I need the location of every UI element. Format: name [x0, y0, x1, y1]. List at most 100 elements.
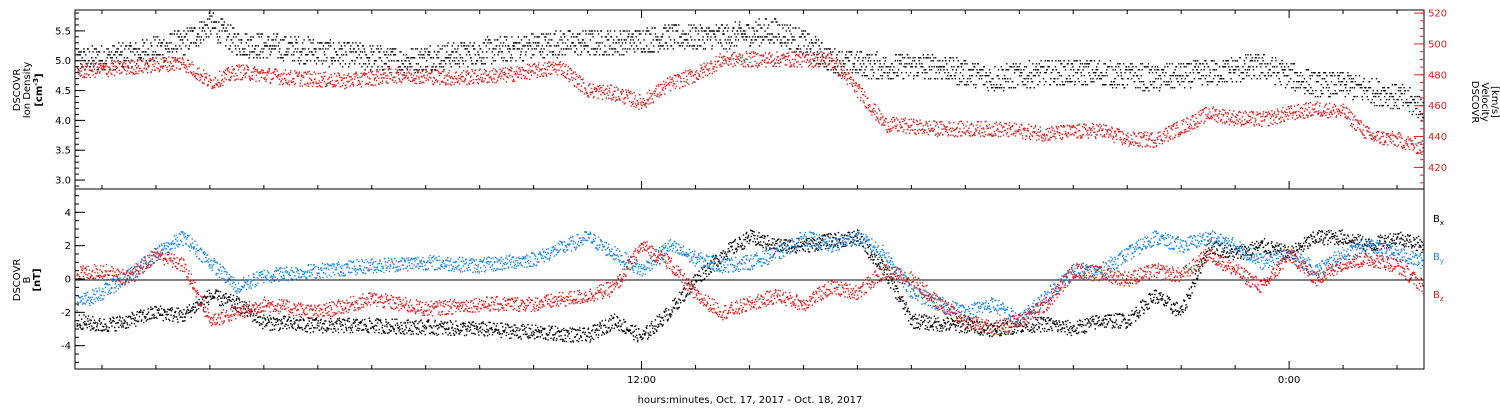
density-point [206, 24, 208, 26]
density-point [959, 81, 961, 83]
velocity-point [1004, 122, 1006, 124]
density-point [700, 45, 702, 47]
density-point [654, 33, 657, 35]
density-point [794, 39, 796, 41]
density-point [1241, 72, 1243, 74]
velocity-point [500, 77, 502, 80]
density-point [763, 39, 765, 41]
velocity-point [605, 88, 607, 90]
density-point [1119, 63, 1121, 65]
velocity-point [375, 77, 377, 79]
density-point [1134, 81, 1136, 83]
density-point [403, 72, 405, 74]
velocity-point [837, 65, 839, 67]
density-point [347, 66, 350, 68]
density-point [917, 75, 919, 77]
velocity-point [891, 127, 893, 129]
density-point [1042, 66, 1044, 68]
velocity-point [310, 79, 313, 82]
density-point [904, 63, 906, 65]
density-point [1131, 63, 1133, 65]
velocity-point [739, 59, 741, 61]
density-point [437, 57, 440, 59]
velocity-point [953, 129, 955, 132]
density-point [1286, 84, 1288, 86]
velocity-point [478, 78, 480, 80]
velocity-point [517, 76, 519, 78]
density-point [990, 84, 992, 86]
velocity-point [151, 59, 153, 61]
velocity-point [154, 63, 156, 65]
density-velocity-points [76, 12, 1424, 156]
velocity-point [416, 75, 418, 77]
density-point [294, 36, 296, 38]
density-point [1163, 81, 1165, 83]
velocity-point [1008, 124, 1010, 126]
velocity-point [798, 53, 800, 56]
density-point [275, 39, 277, 41]
density-point [277, 57, 279, 59]
density-point [1231, 66, 1233, 68]
density-point [1127, 78, 1129, 80]
density-point [1306, 81, 1308, 83]
density-point [575, 36, 577, 38]
velocity-point [78, 73, 80, 76]
density-point [463, 42, 465, 44]
density-point [455, 57, 458, 59]
velocity-point [443, 81, 445, 84]
velocity-point [325, 85, 327, 88]
density-point [506, 36, 508, 38]
velocity-point [852, 85, 854, 88]
density-point [1386, 92, 1388, 95]
density-point [519, 54, 522, 56]
density-point [269, 45, 272, 47]
density-point [358, 54, 360, 56]
density-point [303, 63, 306, 65]
density-point [1395, 84, 1397, 86]
density-point [829, 48, 831, 50]
velocity-point [671, 78, 673, 81]
velocity-point [660, 93, 663, 96]
density-point [171, 51, 174, 53]
velocity-point [685, 75, 688, 77]
density-point [403, 66, 406, 68]
density-point [452, 60, 454, 62]
density-point [466, 48, 469, 50]
density-point [425, 60, 428, 62]
density-point [838, 51, 841, 53]
density-point [685, 39, 687, 41]
density-point [1221, 78, 1223, 80]
density-point [1101, 75, 1103, 77]
velocity-point [376, 75, 379, 77]
density-point [1218, 66, 1221, 68]
density-point [1195, 63, 1197, 65]
velocity-point [817, 53, 819, 56]
density-point [463, 45, 466, 47]
density-point [765, 36, 767, 38]
velocity-point [356, 84, 358, 86]
density-point [725, 42, 728, 44]
density-point [335, 51, 337, 53]
density-point [356, 57, 358, 59]
density-point [524, 36, 526, 38]
velocity-point [617, 88, 619, 90]
velocity-point [894, 125, 896, 127]
velocity-point [338, 72, 340, 75]
velocity-point [712, 68, 714, 70]
velocity-point [699, 75, 701, 77]
velocity-point [513, 71, 515, 73]
density-point [988, 75, 990, 77]
velocity-point [904, 123, 906, 125]
velocity-point [952, 122, 955, 124]
velocity-point [180, 68, 182, 70]
density-point [245, 54, 247, 56]
density-point [1160, 84, 1162, 86]
density-point [230, 39, 233, 41]
velocity-point [476, 82, 479, 84]
density-point [1137, 69, 1140, 71]
density-point [1199, 63, 1201, 65]
velocity-point [522, 69, 525, 71]
density-point [660, 39, 662, 41]
density-point [574, 45, 577, 47]
velocity-point [966, 130, 968, 132]
